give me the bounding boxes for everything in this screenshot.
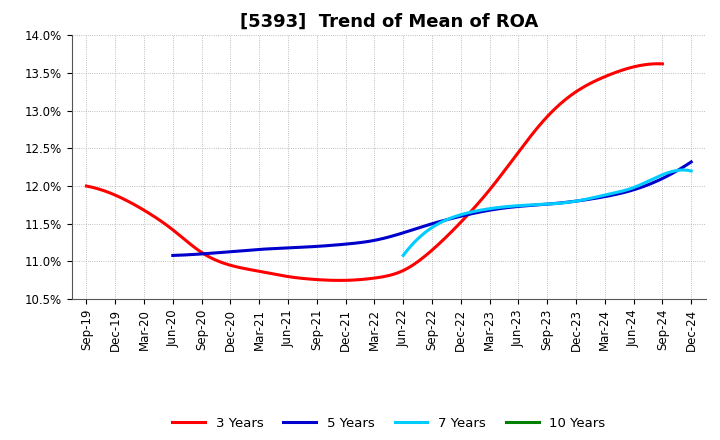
7 Years	[400, 252, 408, 257]
7 Years	[575, 198, 584, 203]
3 Years	[658, 61, 667, 66]
Line: 5 Years: 5 Years	[173, 162, 691, 256]
5 Years	[606, 193, 614, 198]
5 Years	[687, 159, 696, 165]
3 Years	[436, 239, 445, 245]
Title: [5393]  Trend of Mean of ROA: [5393] Trend of Mean of ROA	[240, 13, 538, 31]
3 Years	[654, 61, 663, 66]
Legend: 3 Years, 5 Years, 7 Years, 10 Years: 3 Years, 5 Years, 7 Years, 10 Years	[167, 411, 611, 435]
5 Years	[170, 253, 179, 258]
7 Years	[679, 167, 688, 172]
5 Years	[486, 208, 495, 213]
7 Years	[660, 172, 669, 177]
7 Years	[570, 199, 578, 204]
7 Years	[570, 199, 579, 204]
3 Years	[606, 72, 615, 77]
3 Years	[425, 250, 433, 255]
3 Years	[335, 278, 343, 283]
3 Years	[84, 184, 93, 189]
Line: 7 Years: 7 Years	[403, 170, 691, 256]
3 Years	[427, 248, 436, 253]
5 Years	[639, 184, 647, 190]
7 Years	[687, 169, 696, 174]
Line: 3 Years: 3 Years	[86, 64, 662, 280]
5 Years	[168, 253, 177, 258]
3 Years	[82, 183, 91, 189]
5 Years	[475, 209, 484, 215]
3 Years	[570, 91, 578, 96]
7 Years	[642, 180, 650, 185]
5 Years	[477, 209, 486, 214]
7 Years	[399, 253, 408, 258]
